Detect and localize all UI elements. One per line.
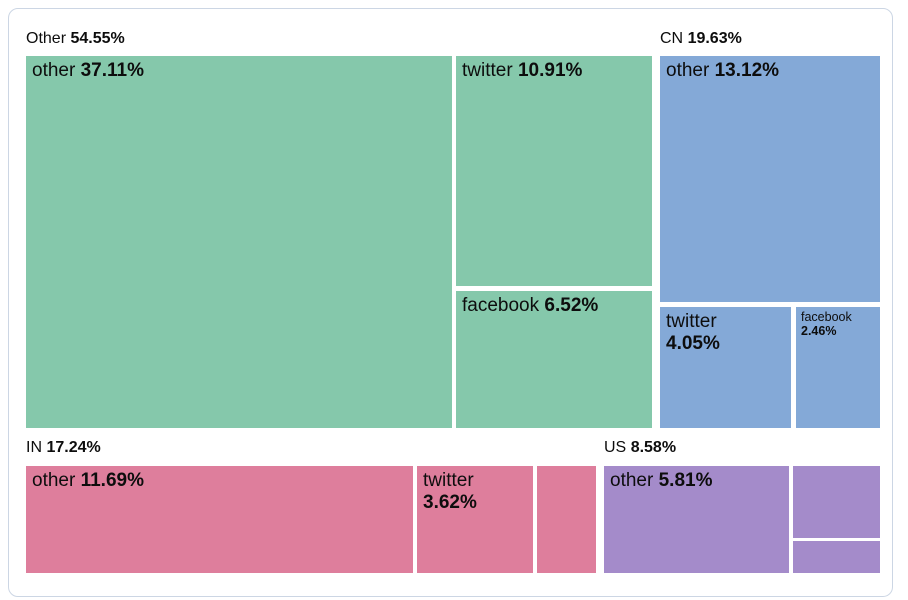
cell-label: other 5.81% bbox=[610, 470, 713, 491]
treemap-cell-us-unlabeled-2[interactable] bbox=[793, 541, 880, 573]
group-name: CN bbox=[660, 30, 684, 47]
group-label-us: US 8.58% bbox=[604, 438, 676, 458]
treemap-cell-us-unlabeled-1[interactable] bbox=[793, 466, 880, 538]
cell-label: facebook 2.46% bbox=[801, 310, 852, 339]
treemap-cell-in-unlabeled[interactable] bbox=[537, 466, 596, 573]
group-name: IN bbox=[26, 439, 42, 456]
group-label-cn: CN 19.63% bbox=[660, 29, 742, 49]
group-value: 54.55% bbox=[70, 30, 125, 47]
treemap-card: Other 54.55% CN 19.63% IN 17.24% US 8.58… bbox=[8, 8, 893, 597]
treemap-cell-us-other[interactable]: other 5.81% bbox=[604, 466, 789, 573]
group-name: Other bbox=[26, 30, 67, 47]
treemap-cell-cn-twitter[interactable]: twitter 4.05% bbox=[660, 307, 791, 428]
group-value: 19.63% bbox=[687, 30, 742, 47]
treemap-cell-other-other[interactable]: other 37.11% bbox=[26, 56, 452, 428]
cell-label: other 13.12% bbox=[666, 60, 780, 81]
group-label-other: Other 54.55% bbox=[26, 29, 125, 49]
treemap-cell-other-twitter[interactable]: twitter 10.91% bbox=[456, 56, 652, 286]
cell-label bbox=[537, 466, 596, 474]
treemap-cell-other-facebook[interactable]: facebook 6.52% bbox=[456, 291, 652, 428]
cell-label: twitter 4.05% bbox=[666, 311, 720, 354]
treemap-cell-in-other[interactable]: other 11.69% bbox=[26, 466, 413, 573]
cell-label bbox=[793, 466, 880, 474]
cell-label: other 37.11% bbox=[32, 60, 144, 81]
cell-label: facebook 6.52% bbox=[462, 295, 599, 316]
group-name: US bbox=[604, 439, 627, 456]
cell-label: twitter 3.62% bbox=[423, 470, 477, 513]
cell-label bbox=[793, 541, 880, 549]
treemap-cell-in-twitter[interactable]: twitter 3.62% bbox=[417, 466, 533, 573]
group-value: 17.24% bbox=[46, 439, 101, 456]
group-value: 8.58% bbox=[630, 439, 677, 456]
cell-label: other 11.69% bbox=[32, 470, 144, 491]
treemap-cell-cn-facebook[interactable]: facebook 2.46% bbox=[796, 307, 880, 428]
treemap-cell-cn-other[interactable]: other 13.12% bbox=[660, 56, 880, 302]
group-label-in: IN 17.24% bbox=[26, 438, 101, 458]
cell-label: twitter 10.91% bbox=[462, 60, 583, 81]
